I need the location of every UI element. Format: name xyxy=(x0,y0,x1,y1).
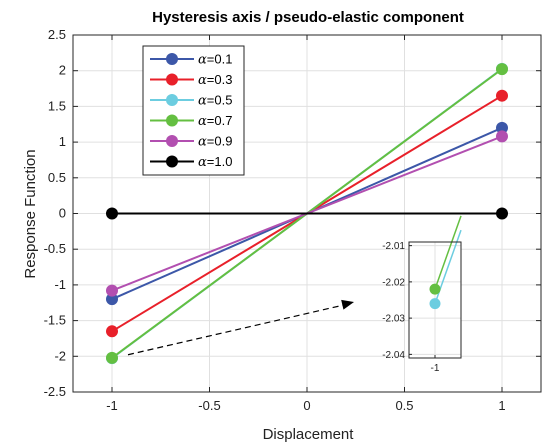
inset-x-tick-label: -1 xyxy=(431,363,440,374)
inset-series-marker-3 xyxy=(429,283,441,295)
legend-entry-3: α=0.7 xyxy=(198,113,232,129)
legend-alpha-symbol: α xyxy=(198,135,207,150)
y-tick-label: 2.5 xyxy=(48,27,66,42)
legend-alpha-symbol: α xyxy=(198,53,207,68)
legend-entry-2: α=0.5 xyxy=(198,93,232,109)
legend-marker-3 xyxy=(166,114,178,127)
y-tick-labels: -2.5 -2 -1.5 -1 -0.5 0 0.5 1 1.5 2 2.5 xyxy=(44,27,66,399)
annotation-arrow-head xyxy=(341,299,354,310)
x-tick-label: -0.5 xyxy=(198,398,220,413)
y-tick-label: -2.5 xyxy=(44,384,66,399)
legend-entry-4: α=0.9 xyxy=(198,134,232,150)
legend-value: =0.7 xyxy=(207,113,233,128)
legend-alpha-symbol: α xyxy=(198,114,207,129)
series-marker-0 xyxy=(106,293,118,306)
legend-marker-1 xyxy=(166,73,178,86)
x-axis-label: Displacement xyxy=(263,426,355,443)
y-tick-label: -1 xyxy=(54,277,66,292)
legend-alpha-symbol: α xyxy=(198,94,207,109)
x-tick-label: 0.5 xyxy=(395,398,413,413)
series-marker-4 xyxy=(496,130,508,143)
inset-y-tick-label: -2.03 xyxy=(382,314,405,325)
series-marker-3 xyxy=(496,63,508,76)
legend-value: =1.0 xyxy=(207,154,233,169)
legend-entry-0: α=0.1 xyxy=(198,52,232,68)
axes xyxy=(72,34,542,393)
y-tick-label: 0.5 xyxy=(48,170,66,185)
legend-marker-0 xyxy=(166,53,178,65)
inset-zoom: -2.01 -2.02 -2.03 -2.04 -1 xyxy=(382,215,462,374)
x-tick-label: -1 xyxy=(106,398,118,413)
series-marker-0 xyxy=(496,121,508,134)
x-tick-label: 1 xyxy=(498,398,505,413)
y-tick-label: -2 xyxy=(54,348,66,363)
inset-series-marker-2 xyxy=(429,298,441,310)
x-tick-labels: -1 -0.5 0 0.5 1 xyxy=(106,398,505,413)
y-tick-label: 1.5 xyxy=(48,98,66,113)
legend: α=0.1α=0.3α=0.5α=0.7α=0.9α=1.0 xyxy=(142,45,245,176)
legend-entry-5: α=1.0 xyxy=(198,154,232,170)
annotation-arrow-line xyxy=(127,303,347,356)
legend-value: =0.3 xyxy=(207,72,233,87)
series-lines xyxy=(111,68,503,359)
legend-value: =0.9 xyxy=(207,134,233,149)
legend-marker-4 xyxy=(166,135,178,147)
series-markers xyxy=(106,62,508,365)
y-tick-label: 0 xyxy=(59,206,66,221)
chart-title: Hysteresis axis / pseudo-elastic compone… xyxy=(152,9,464,26)
y-tick-label: 1 xyxy=(59,134,66,149)
legend-marker-5 xyxy=(166,155,178,168)
inset-series-line-3 xyxy=(434,215,462,290)
inset-y-tick-label: -2.02 xyxy=(382,277,405,288)
legend-entry-1: α=0.3 xyxy=(198,72,232,88)
series-marker-3 xyxy=(106,351,118,364)
inset-y-tick-label: -2.04 xyxy=(382,350,405,361)
legend-box xyxy=(142,45,245,176)
legend-alpha-symbol: α xyxy=(198,155,207,170)
series-marker-1 xyxy=(496,89,508,102)
annotation-arrow xyxy=(127,299,354,356)
x-tick-label: 0 xyxy=(303,398,310,413)
y-tick-label: 2 xyxy=(59,63,66,78)
y-tick-label: -1.5 xyxy=(44,313,66,328)
series-marker-5 xyxy=(496,207,508,220)
series-marker-4 xyxy=(106,284,118,297)
legend-value: =0.1 xyxy=(207,52,233,67)
y-tick-label: -0.5 xyxy=(44,241,66,256)
inset-y-tick-label: -2.01 xyxy=(382,241,405,252)
series-marker-5 xyxy=(106,207,118,220)
legend-marker-2 xyxy=(166,94,178,106)
legend-value: =0.5 xyxy=(207,93,233,108)
legend-alpha-symbol: α xyxy=(198,73,207,88)
series-marker-1 xyxy=(106,325,118,338)
y-axis-label: Response Function xyxy=(22,149,39,278)
